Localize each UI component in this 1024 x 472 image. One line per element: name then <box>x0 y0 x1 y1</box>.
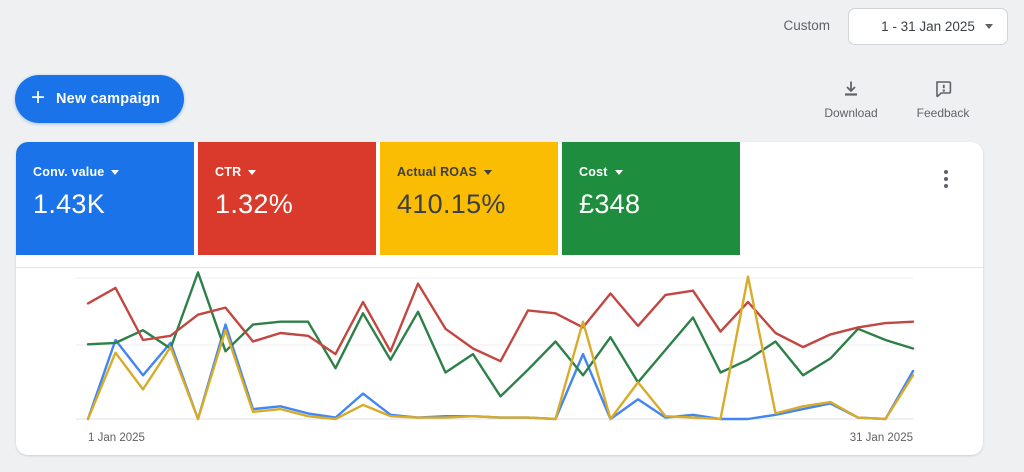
metric-dropdown-icon[interactable] <box>484 169 492 175</box>
kebab-menu-button[interactable] <box>937 168 955 192</box>
performance-chart <box>76 270 916 432</box>
scorecards-row: Conv. value 1.43K CTR 1.32% Actual ROAS … <box>16 142 983 255</box>
chart-plot-area <box>76 271 915 421</box>
divider <box>16 267 983 268</box>
date-range-dropdown[interactable]: 1 - 31 Jan 2025 <box>848 8 1008 45</box>
scorecard-value: 1.43K <box>33 189 106 219</box>
metric-dropdown-icon[interactable] <box>248 169 257 175</box>
scorecard-value: 410.15% <box>397 189 506 219</box>
scorecard-value: £348 <box>579 189 641 219</box>
download-icon <box>841 79 861 99</box>
scorecard-label: Actual ROAS <box>397 165 477 179</box>
metric-dropdown-icon[interactable] <box>111 169 120 175</box>
date-range-value: 1 - 31 Jan 2025 <box>881 19 975 34</box>
download-label: Download <box>824 106 878 120</box>
scorecard-label: Conv. value <box>33 165 105 179</box>
scorecard-label: CTR <box>215 165 242 179</box>
new-campaign-label: New campaign <box>56 91 160 107</box>
chevron-down-icon <box>985 24 993 29</box>
scorecard-ctr[interactable]: CTR 1.32% <box>198 142 376 255</box>
scorecard-cost[interactable]: Cost £348 <box>562 142 740 255</box>
scorecard-value: 1.32% <box>215 189 294 219</box>
x-axis-end-label: 31 Jan 2025 <box>849 432 913 444</box>
scorecard-conv-value[interactable]: Conv. value 1.43K <box>16 142 194 255</box>
new-campaign-button[interactable]: + New campaign <box>15 75 184 123</box>
chart-line-actual-roas <box>86 275 915 421</box>
feedback-icon <box>933 79 953 99</box>
feedback-button[interactable]: Feedback <box>898 79 988 120</box>
scorecard-label: Cost <box>579 165 608 179</box>
chart-line-ctr <box>86 282 915 363</box>
feedback-label: Feedback <box>916 106 970 120</box>
download-button[interactable]: Download <box>806 79 896 120</box>
date-range-mode-label: Custom <box>783 18 830 33</box>
plus-icon: + <box>31 84 46 111</box>
metric-dropdown-icon[interactable] <box>614 169 623 175</box>
performance-panel: Conv. value 1.43K CTR 1.32% Actual ROAS … <box>16 142 983 455</box>
scorecard-actual-roas[interactable]: Actual ROAS 410.15% <box>380 142 558 255</box>
chart-line-cost <box>86 271 915 398</box>
x-axis-start-label: 1 Jan 2025 <box>88 432 145 444</box>
